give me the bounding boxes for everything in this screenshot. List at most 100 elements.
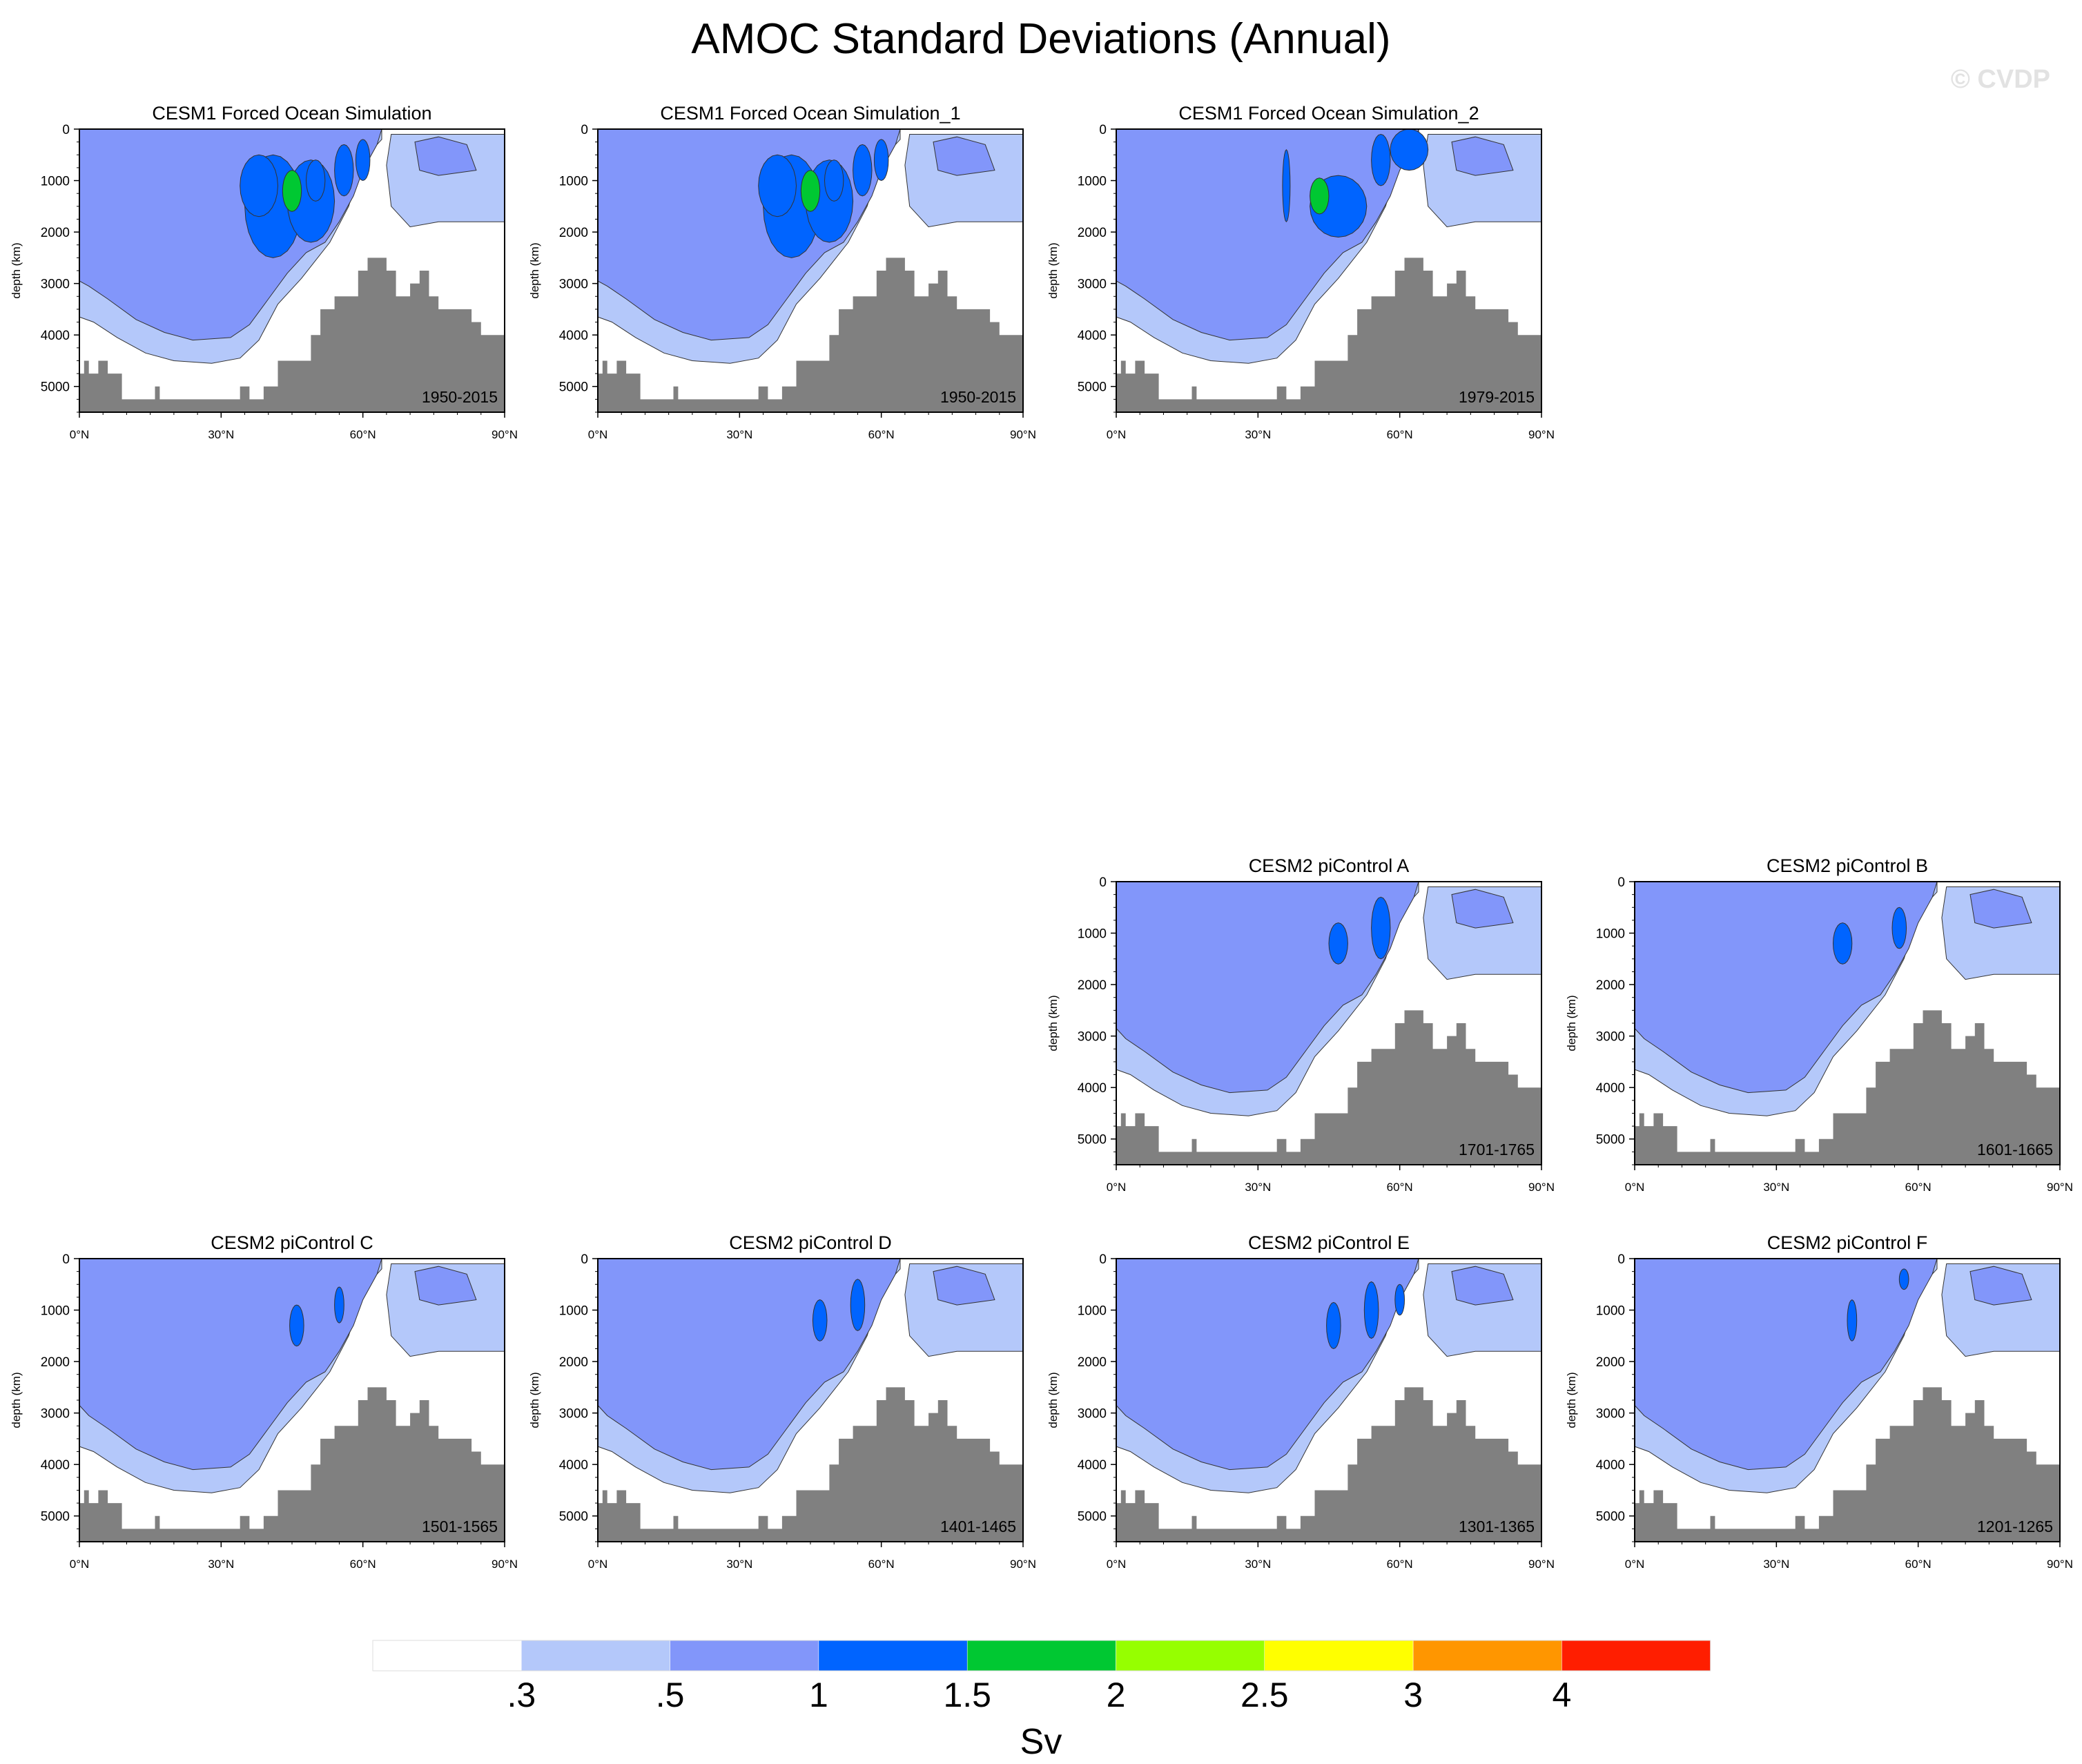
ytick-label: 1000 bbox=[1596, 927, 1625, 942]
panel-picontrol-f: CESM2 piControl F 0 1000 2000 3000 4000 5000 0… bbox=[1555, 1231, 2080, 1583]
ylabel: depth (km) bbox=[1047, 1372, 1060, 1428]
xtick-label: 60°N bbox=[1905, 1558, 1932, 1571]
contour-fill-north-mid bbox=[1451, 1266, 1514, 1306]
ytick-label: 1000 bbox=[1596, 1304, 1625, 1319]
contour-lobe bbox=[1394, 1283, 1405, 1316]
ytick-label: 5000 bbox=[41, 1510, 70, 1524]
panel-picontrol-b: CESM2 piControl B 0 1000 2000 3000 4000 5000 0… bbox=[1555, 854, 2080, 1206]
section-plot: 0 1000 2000 3000 4000 5000 0°N 30°N 60°N 90°N dept… bbox=[10, 1252, 518, 1571]
colorbar-tick: 2 bbox=[1107, 1676, 1126, 1714]
ytick-label: 1000 bbox=[1078, 175, 1107, 189]
contour-lobe bbox=[1328, 922, 1348, 965]
colorbar-tick: 4 bbox=[1552, 1676, 1571, 1714]
xtick-label: 30°N bbox=[208, 428, 234, 441]
ytick-label: 0 bbox=[62, 1252, 70, 1267]
xtick-label: 0°N bbox=[1107, 428, 1127, 441]
contour-lobe bbox=[824, 159, 844, 202]
bathymetry bbox=[598, 258, 1023, 412]
ytick-label: 4000 bbox=[1078, 329, 1107, 343]
xtick-label: 30°N bbox=[208, 1558, 234, 1571]
contour-lobe bbox=[1282, 148, 1291, 223]
contour-fill-north-mid bbox=[933, 1266, 995, 1306]
contour-lobe bbox=[1832, 922, 1853, 965]
ytick-label: 0 bbox=[1099, 1252, 1107, 1267]
xtick-label: 30°N bbox=[726, 428, 752, 441]
ylabel: depth (km) bbox=[1047, 995, 1060, 1051]
ytick-label: 5000 bbox=[1596, 1510, 1625, 1524]
contour-lobe bbox=[812, 1299, 828, 1341]
ytick-label: 3000 bbox=[1078, 1030, 1107, 1045]
section-plot: 0 1000 2000 3000 4000 5000 0°N 30°N 60°N 90°N dept… bbox=[528, 123, 1036, 441]
contour-fill-mid bbox=[1634, 881, 1938, 1094]
ytick-label: 2000 bbox=[1078, 226, 1107, 240]
panel-title: CESM2 piControl E bbox=[1247, 1232, 1410, 1253]
colorbar-label: Sv bbox=[1020, 1722, 1062, 1762]
ylabel: depth (km) bbox=[10, 1372, 23, 1428]
ylabel: depth (km) bbox=[10, 242, 23, 298]
panel-cesm1-forced: CESM1 Forced Ocean Simulation 0 1000 2000 3… bbox=[0, 101, 525, 454]
period-label: 1701-1765 bbox=[1459, 1141, 1535, 1159]
ytick-label: 0 bbox=[1099, 123, 1107, 137]
ytick-label: 0 bbox=[62, 123, 70, 137]
colorbar-box bbox=[1412, 1640, 1562, 1671]
bathymetry bbox=[79, 1387, 505, 1542]
colorbar-tick: 1.5 bbox=[943, 1676, 991, 1714]
panel-cesm1-forced-1: CESM1 Forced Ocean Simulation_1 0 1000 200… bbox=[518, 101, 1043, 454]
ytick-label: 4000 bbox=[41, 329, 70, 343]
ytick-label: 1000 bbox=[1078, 927, 1107, 942]
contour-lobe bbox=[758, 154, 797, 217]
section-plot: 0 1000 2000 3000 4000 5000 0°N 30°N 60°N 90°N dept… bbox=[10, 123, 518, 441]
section-plot: 0 1000 2000 3000 4000 5000 0°N 30°N 60°N 90°N dept… bbox=[1565, 1252, 2073, 1571]
xtick-label: 30°N bbox=[1245, 428, 1271, 441]
period-label: 1301-1365 bbox=[1459, 1518, 1535, 1535]
xtick-label: 60°N bbox=[868, 1558, 895, 1571]
ytick-label: 3000 bbox=[1078, 1407, 1107, 1422]
colorbar-tick: 2.5 bbox=[1241, 1676, 1289, 1714]
contour-lobe bbox=[305, 159, 326, 202]
xtick-label: 0°N bbox=[1625, 1181, 1645, 1194]
contour-fill-north-mid bbox=[1969, 1266, 2032, 1306]
ytick-label: 4000 bbox=[1078, 1458, 1107, 1473]
xtick-label: 0°N bbox=[1625, 1558, 1645, 1571]
panel-picontrol-a: CESM2 piControl A 0 1000 2000 3000 4000 5000 0… bbox=[1037, 854, 1562, 1206]
plot-area: 0 1000 2000 3000 4000 5000 0°N 30°N 60°N 90°N dept… bbox=[528, 1252, 1036, 1571]
colorbar-box bbox=[372, 1640, 522, 1671]
section-plot: 0 1000 2000 3000 4000 5000 0°N 30°N 60°N 90°N dept… bbox=[1047, 875, 1555, 1194]
contour-fill-north-mid bbox=[1969, 889, 2032, 929]
period-label: 1979-2015 bbox=[1459, 388, 1535, 406]
ytick-label: 1000 bbox=[41, 175, 70, 189]
contour-fill-north bbox=[1423, 1263, 1542, 1357]
ytick-label: 0 bbox=[1617, 1252, 1625, 1267]
contour-fill-north-mid bbox=[414, 136, 477, 176]
contour-fill-north-mid bbox=[933, 136, 995, 176]
ytick-label: 1000 bbox=[559, 175, 588, 189]
ytick-label: 2000 bbox=[41, 226, 70, 240]
plot-area: 0 1000 2000 3000 4000 5000 0°N 30°N 60°N 90°N dept… bbox=[1565, 875, 2073, 1194]
ytick-label: 5000 bbox=[1078, 380, 1107, 395]
xtick-label: 30°N bbox=[726, 1558, 752, 1571]
xtick-label: 0°N bbox=[70, 1558, 90, 1571]
ytick-label: 2000 bbox=[1078, 978, 1107, 993]
bathymetry bbox=[1116, 1010, 1541, 1165]
section-plot: 0 1000 2000 3000 4000 5000 0°N 30°N 60°N 90°N dept… bbox=[1047, 1252, 1555, 1571]
ytick-label: 3000 bbox=[41, 1407, 70, 1422]
ylabel: depth (km) bbox=[1047, 242, 1060, 298]
xtick-label: 90°N bbox=[492, 428, 518, 441]
section-plot: 0 1000 2000 3000 4000 5000 0°N 30°N 60°N 90°N dept… bbox=[1047, 123, 1555, 441]
ytick-label: 4000 bbox=[1078, 1081, 1107, 1096]
contour-fill-mid bbox=[1634, 1258, 1938, 1471]
contour-fill-north-mid bbox=[414, 1266, 477, 1306]
xtick-label: 0°N bbox=[588, 428, 608, 441]
period-label: 1501-1565 bbox=[422, 1518, 498, 1535]
panel-picontrol-c: CESM2 piControl C 0 1000 2000 3000 4000 5000 0… bbox=[0, 1231, 525, 1583]
watermark: © CVDP bbox=[1950, 65, 2050, 94]
xtick-label: 60°N bbox=[1387, 1181, 1413, 1194]
ytick-label: 2000 bbox=[1596, 978, 1625, 993]
ytick-label: 3000 bbox=[1078, 278, 1107, 292]
contour-fill-north bbox=[1941, 886, 2061, 980]
ytick-label: 4000 bbox=[559, 1458, 588, 1473]
contour-fill-north bbox=[1941, 1263, 2061, 1357]
ytick-label: 3000 bbox=[1596, 1030, 1625, 1045]
xtick-label: 90°N bbox=[1010, 428, 1036, 441]
ytick-label: 5000 bbox=[1596, 1133, 1625, 1147]
